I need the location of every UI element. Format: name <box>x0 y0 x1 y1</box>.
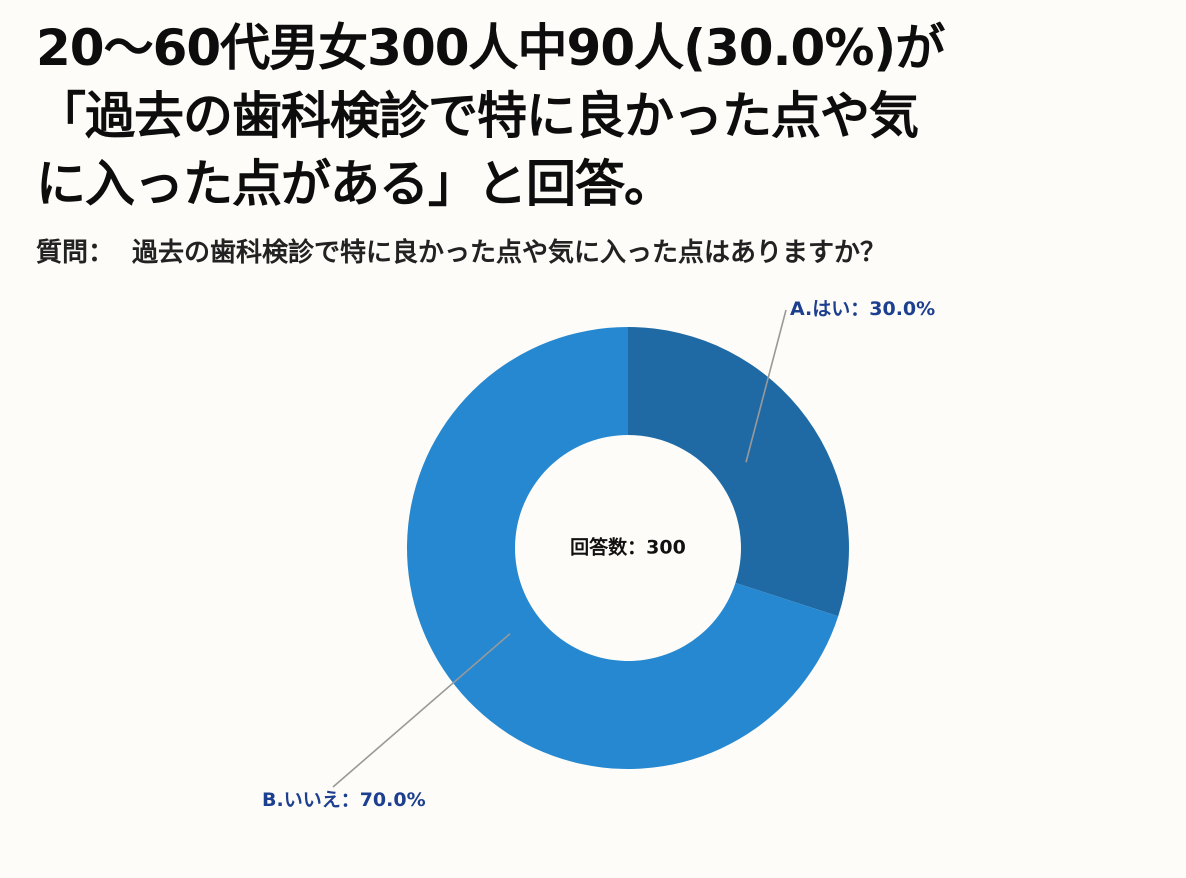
headline: 20〜60代男女300人中90人(30.0%)が 「過去の歯科検診で特に良かった… <box>36 14 1156 218</box>
headline-line-3: に入った点がある」と回答。 <box>36 155 674 213</box>
leader-line-no <box>332 633 511 788</box>
slice-label-yes: A.はい：30.0% <box>790 298 935 320</box>
leader-line-yes <box>745 309 787 463</box>
slice-yes <box>628 327 850 617</box>
slice-label-no: B.いいえ：70.0% <box>262 789 426 811</box>
slice-no <box>407 327 839 769</box>
question-label: 質問： <box>36 238 115 268</box>
center-label: 回答数：300 <box>570 536 686 559</box>
question-text: 過去の歯科検診で特に良かった点や気に入った点はありますか？ <box>132 238 887 268</box>
headline-line-1: 20〜60代男女300人中90人(30.0%)が <box>36 19 945 77</box>
question: 質問： 過去の歯科検診で特に良かった点や気に入った点はありますか？ <box>36 232 1156 269</box>
headline-line-2: 「過去の歯科検診で特に良かった点や気 <box>36 87 919 145</box>
